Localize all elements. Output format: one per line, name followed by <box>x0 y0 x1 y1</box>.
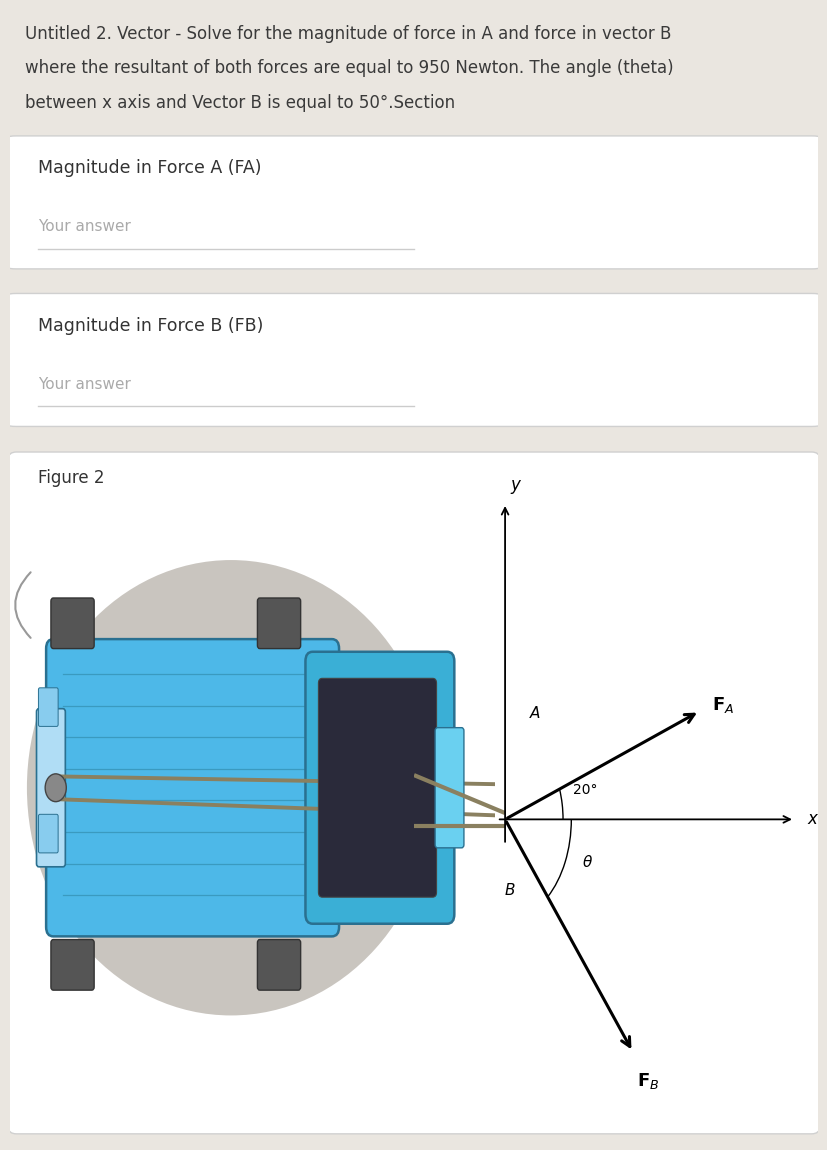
FancyBboxPatch shape <box>46 639 339 936</box>
Text: where the resultant of both forces are equal to 950 Newton. The angle (theta): where the resultant of both forces are e… <box>25 59 672 77</box>
Text: Magnitude in Force B (FB): Magnitude in Force B (FB) <box>38 316 263 335</box>
FancyBboxPatch shape <box>8 136 819 269</box>
Circle shape <box>45 774 66 802</box>
Text: B: B <box>504 883 515 898</box>
Text: Your answer: Your answer <box>38 377 131 392</box>
Text: $\mathbf{F}_{A}$: $\mathbf{F}_{A}$ <box>711 695 734 715</box>
FancyBboxPatch shape <box>8 293 819 427</box>
FancyBboxPatch shape <box>435 728 463 848</box>
FancyBboxPatch shape <box>318 678 436 897</box>
Text: y: y <box>510 476 519 494</box>
Text: Your answer: Your answer <box>38 220 131 235</box>
Text: $\theta$: $\theta$ <box>581 853 592 869</box>
FancyBboxPatch shape <box>50 940 94 990</box>
FancyBboxPatch shape <box>38 688 58 727</box>
FancyBboxPatch shape <box>305 652 454 923</box>
FancyBboxPatch shape <box>257 940 300 990</box>
Text: Figure 2: Figure 2 <box>38 469 104 488</box>
Text: 20°: 20° <box>572 783 597 797</box>
Text: A: A <box>529 706 540 721</box>
FancyBboxPatch shape <box>8 452 819 1134</box>
Text: $\mathbf{F}_{B}$: $\mathbf{F}_{B}$ <box>636 1071 658 1091</box>
FancyBboxPatch shape <box>36 708 65 867</box>
Text: Untitled 2. Vector - Solve for the magnitude of force in A and force in vector B: Untitled 2. Vector - Solve for the magni… <box>25 24 671 43</box>
Text: between x axis and Vector B is equal to 50°.Section: between x axis and Vector B is equal to … <box>25 93 454 112</box>
Ellipse shape <box>26 560 435 1015</box>
FancyBboxPatch shape <box>50 598 94 649</box>
FancyBboxPatch shape <box>257 598 300 649</box>
FancyBboxPatch shape <box>38 814 58 853</box>
Text: x: x <box>806 811 816 828</box>
Text: Magnitude in Force A (FA): Magnitude in Force A (FA) <box>38 159 261 177</box>
